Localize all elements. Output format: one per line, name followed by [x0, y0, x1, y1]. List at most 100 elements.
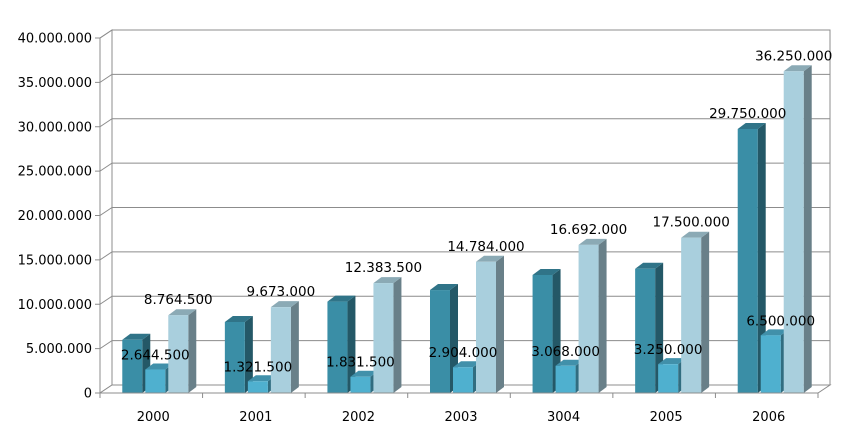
bar-top	[270, 301, 299, 308]
bar-side	[598, 238, 607, 393]
y-tick-label: 5.000.000	[26, 342, 92, 357]
data-label: 2.904.000	[429, 345, 498, 361]
bar-side	[803, 65, 812, 393]
bar-top	[658, 358, 687, 365]
bar-front	[555, 365, 576, 393]
bar-side	[701, 231, 710, 393]
bar-front	[122, 339, 143, 393]
bar-top	[532, 268, 561, 275]
bar-front	[681, 237, 702, 393]
bar-front	[350, 376, 371, 393]
gridline	[99, 162, 830, 172]
y-tick-label: 15.000.000	[18, 253, 92, 268]
bar-front	[145, 369, 166, 393]
x-tick-label: 2000	[137, 410, 170, 425]
data-label: 17.500.000	[652, 215, 729, 231]
bar-front	[476, 261, 496, 393]
y-tick-label: 35.000.000	[18, 76, 92, 91]
bar-top	[168, 309, 197, 316]
bar-front	[760, 335, 781, 393]
x-tick-label: 2003	[444, 410, 477, 425]
bar	[532, 268, 561, 393]
bar-top	[247, 375, 276, 382]
data-label: 14.784.000	[447, 239, 524, 255]
bar	[270, 301, 299, 393]
bar-side	[347, 295, 356, 393]
bar-side	[655, 262, 664, 393]
bar	[737, 122, 766, 393]
bar-top	[635, 262, 664, 269]
y-tick-label: 40.000.000	[18, 32, 92, 47]
bar	[224, 316, 253, 393]
bar-top	[430, 284, 458, 291]
bar-front	[270, 307, 291, 393]
bar	[476, 255, 504, 393]
data-label: 6.500.000	[746, 313, 815, 329]
data-labels: 2.644.500 8.764.500 1.321.500 9.673.000 1.83…	[121, 48, 832, 375]
bar-top	[122, 333, 151, 340]
bar-front	[224, 322, 245, 393]
y-tick-label: 0	[84, 387, 92, 402]
bar-top	[350, 370, 379, 377]
bar	[122, 333, 151, 393]
gridline	[99, 207, 830, 216]
data-label: 1.831.500	[326, 355, 395, 371]
bar	[578, 238, 607, 393]
x-tick-label: 2006	[752, 410, 785, 425]
data-label: 29.750.000	[709, 106, 786, 122]
data-label: 3.068.000	[531, 344, 600, 360]
bar-front	[168, 315, 189, 393]
bar	[681, 231, 710, 393]
bar-top	[578, 238, 607, 245]
bar-front	[532, 274, 553, 393]
bar-top	[555, 359, 584, 366]
bar-top	[327, 295, 356, 302]
bar	[783, 65, 812, 393]
data-label: 2.644.500	[121, 348, 190, 364]
data-label: 36.250.000	[755, 48, 832, 64]
bar	[373, 277, 402, 393]
bar-front	[658, 364, 679, 393]
x-tick-label: 3004	[547, 410, 580, 425]
bar-front	[247, 381, 268, 393]
data-label: 16.692.000	[550, 222, 627, 238]
bar-top	[737, 122, 766, 129]
bar-top	[373, 277, 402, 284]
y-tick-label: 20.000.000	[18, 209, 92, 224]
data-label: 3.250.000	[634, 342, 703, 358]
bar-front	[453, 367, 473, 393]
gridline	[99, 29, 830, 39]
bar-side	[496, 255, 504, 393]
bar	[350, 370, 379, 393]
bar-side	[393, 277, 402, 393]
gridline	[99, 73, 830, 83]
x-tick-label: 2001	[239, 410, 272, 425]
chart-walls	[98, 29, 832, 394]
bar	[327, 295, 356, 393]
bar-top	[760, 329, 789, 336]
bar-top	[783, 65, 812, 72]
bar-top	[224, 316, 253, 322]
data-label: 8.764.500	[144, 292, 213, 308]
data-label: 1.321.500	[223, 359, 292, 375]
bars	[122, 65, 812, 393]
bar-front	[737, 128, 758, 393]
data-label: 9.673.000	[246, 284, 315, 300]
bar-front	[783, 71, 804, 393]
bar-top	[476, 255, 504, 262]
gridline	[99, 118, 830, 128]
bar-front	[430, 290, 450, 393]
y-tick-label: 10.000.000	[18, 298, 92, 313]
bar-top	[145, 363, 174, 370]
bar	[168, 309, 197, 393]
bar-side	[244, 316, 253, 393]
bar-front	[578, 244, 599, 393]
bar-side	[552, 268, 561, 393]
bar-side	[290, 301, 299, 393]
bar-front	[327, 301, 348, 393]
bar-side	[757, 122, 766, 393]
bar	[635, 262, 664, 393]
x-tick-label: 2002	[342, 410, 375, 425]
y-tick-label: 25.000.000	[18, 165, 92, 180]
